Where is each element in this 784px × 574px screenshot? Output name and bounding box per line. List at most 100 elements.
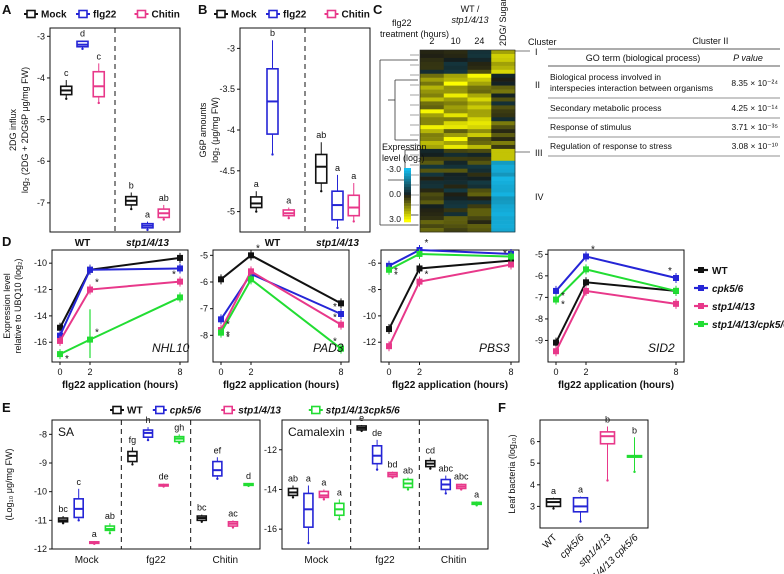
panel-f-y-tick-label: 5 bbox=[530, 458, 535, 468]
panel-a-y-tick-label: -5 bbox=[37, 115, 45, 125]
heatmap-cell bbox=[443, 101, 468, 106]
heatmap-cell bbox=[467, 125, 492, 130]
box-sig-label: a bbox=[337, 487, 342, 497]
panel-d-1-y-tick-label: -6 bbox=[200, 277, 208, 287]
panel-f-y-tick-label: 4 bbox=[530, 480, 535, 490]
significance-star: * bbox=[333, 313, 337, 324]
x-tick-label: 8 bbox=[673, 367, 678, 377]
heatmap-cell bbox=[420, 105, 445, 110]
heatmap-cell bbox=[491, 220, 516, 225]
heatmap-cell bbox=[491, 50, 516, 55]
category-label: WT bbox=[541, 532, 560, 551]
significance-star: * bbox=[333, 337, 337, 348]
heatmap-cell bbox=[467, 109, 492, 114]
heatmap-cell bbox=[467, 220, 492, 225]
legend-label: stp1/4/13/cpk5/6 bbox=[712, 320, 784, 331]
series-line bbox=[59, 280, 181, 342]
heatmap-cell bbox=[443, 61, 468, 67]
box-sig-label: a bbox=[551, 486, 556, 496]
y-axis-label: Expression level bbox=[2, 273, 12, 339]
box-sig-label: ac bbox=[228, 508, 238, 518]
heatmap-cell bbox=[467, 208, 492, 213]
y-axis-label: Leaf bacteria (log₁₀) bbox=[507, 434, 517, 513]
heatmap-cell bbox=[491, 176, 516, 181]
box-sig-label: e bbox=[359, 413, 364, 423]
x-tick-label: 8 bbox=[177, 367, 182, 377]
panel-d-1-y-tick-label: -5 bbox=[200, 250, 208, 260]
heatmap-cell bbox=[420, 192, 445, 197]
box-point bbox=[131, 463, 134, 466]
heatmap-cell bbox=[420, 97, 445, 102]
go-p-value: 4.25 × 10⁻¹⁴ bbox=[731, 103, 778, 113]
significance-star: * bbox=[561, 300, 565, 311]
x-tick-label: 8 bbox=[338, 367, 343, 377]
box-point bbox=[360, 429, 363, 433]
group-label: fg22 bbox=[146, 555, 166, 566]
heatmap-cell bbox=[443, 93, 468, 98]
color-scale-step bbox=[404, 178, 411, 182]
cluster-label: IV bbox=[535, 192, 544, 202]
heatmap-cell bbox=[420, 121, 445, 126]
heatmap-cell bbox=[491, 196, 516, 201]
panel-a: A Mock flg22 Chitin -3 -4 -5 -6 -7 2DG influx log₂… bbox=[2, 2, 181, 249]
heatmap-cell bbox=[491, 164, 516, 169]
heatmap-cell bbox=[491, 53, 516, 59]
legend-flg22-label: flg22 bbox=[283, 10, 307, 21]
color-scale-step bbox=[404, 200, 411, 204]
box-sig-label: cd bbox=[426, 446, 436, 456]
heatmap-cell bbox=[420, 109, 445, 114]
color-scale-step bbox=[404, 216, 411, 220]
box-sig-label: h bbox=[146, 415, 151, 425]
box-sig-label: d bbox=[246, 471, 251, 481]
significance-star: * bbox=[256, 243, 260, 254]
significance-star: * bbox=[95, 328, 99, 339]
color-scale-step bbox=[404, 189, 411, 193]
legend-e-2-label: stp1/4/13 bbox=[238, 406, 281, 417]
box-box bbox=[314, 153, 328, 184]
heatmap-cell bbox=[491, 216, 516, 221]
legend-label: stp1/4/13 bbox=[712, 302, 755, 313]
color-scale-step bbox=[404, 176, 411, 180]
color-scale-step bbox=[404, 173, 411, 177]
heatmap-cell bbox=[491, 184, 516, 189]
panel-label: A bbox=[2, 2, 12, 17]
group-label: fg22 bbox=[375, 555, 395, 566]
heatmap-cell bbox=[491, 77, 516, 82]
box-sig-label: a bbox=[254, 179, 259, 189]
heatmap-cell bbox=[420, 228, 445, 233]
heatmap-cell bbox=[420, 137, 445, 142]
significance-star: * bbox=[394, 270, 398, 281]
group-label: WT bbox=[75, 238, 91, 249]
significance-star: * bbox=[668, 266, 672, 277]
heatmap-cell bbox=[491, 61, 516, 67]
box-point bbox=[216, 477, 219, 480]
color-scale-tick: 0.0 bbox=[389, 189, 401, 199]
significance-star: * bbox=[226, 319, 230, 330]
heatmap-cell bbox=[491, 69, 516, 75]
heatmap-cell bbox=[420, 196, 445, 201]
panel-label: D bbox=[2, 234, 11, 249]
heatmap-cell bbox=[491, 125, 516, 130]
x-tick-label: 2 bbox=[417, 367, 422, 377]
box-point bbox=[307, 541, 310, 545]
box-point bbox=[65, 97, 68, 100]
color-scale-step bbox=[404, 181, 411, 185]
box-sig-label: ef bbox=[214, 445, 222, 455]
box-sig-label: bc bbox=[197, 503, 207, 513]
heatmap-cell bbox=[443, 121, 468, 126]
box-sig-label: a bbox=[321, 477, 326, 487]
box-sig-label: c bbox=[97, 51, 102, 61]
cluster-heading: Cluster bbox=[528, 37, 557, 47]
x-tick-label: 0 bbox=[553, 367, 558, 377]
significance-star: * bbox=[425, 238, 429, 249]
box-point bbox=[322, 498, 326, 501]
heatmap-cell bbox=[467, 184, 492, 189]
x-tick-label: 8 bbox=[508, 367, 513, 377]
heatmap-cell bbox=[467, 129, 492, 134]
heatmap-cell bbox=[491, 129, 516, 134]
heatmap-cell bbox=[491, 156, 516, 162]
heatmap-cell bbox=[491, 144, 516, 150]
heatmap-cell bbox=[467, 156, 492, 162]
box-sig-label: bd bbox=[388, 460, 398, 470]
